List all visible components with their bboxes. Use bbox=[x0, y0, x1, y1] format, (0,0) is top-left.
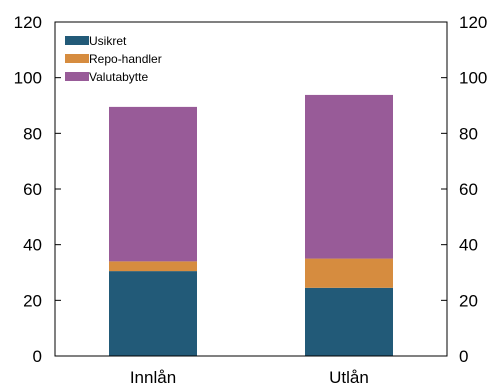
legend-swatch bbox=[65, 72, 89, 81]
left-tick-label: 0 bbox=[33, 347, 42, 366]
right-tick-label: 100 bbox=[459, 69, 487, 88]
left-tick-label: 20 bbox=[23, 291, 42, 310]
right-tick-label: 120 bbox=[459, 13, 487, 32]
left-tick-label: 120 bbox=[14, 13, 42, 32]
bar-usikret-innlan bbox=[109, 271, 197, 356]
right-tick-label: 40 bbox=[459, 236, 478, 255]
right-tick-label: 20 bbox=[459, 291, 478, 310]
bar-usikret-utlan bbox=[305, 287, 393, 356]
category-label: Utlån bbox=[329, 368, 369, 387]
left-tick-label: 100 bbox=[14, 69, 42, 88]
left-tick-label: 80 bbox=[23, 124, 42, 143]
bar-repo-handler-utlan bbox=[305, 258, 393, 288]
category-labels: Innlån Utlån bbox=[130, 368, 369, 387]
legend-label: Valutabytte bbox=[89, 70, 148, 84]
right-tick-label: 0 bbox=[459, 347, 468, 366]
category-label: Innlån bbox=[130, 368, 176, 387]
bar-repo-handler-innlan bbox=[109, 261, 197, 272]
legend-label: Usikret bbox=[89, 34, 127, 48]
legend: Usikret Repo-handler Valutabytte bbox=[65, 34, 162, 84]
left-tick-label: 40 bbox=[23, 236, 42, 255]
legend-label: Repo-handler bbox=[89, 52, 162, 66]
right-tick-label: 80 bbox=[459, 124, 478, 143]
bars-layer bbox=[109, 94, 393, 356]
bar-valutabytte-innlan bbox=[109, 106, 197, 262]
axis-ticks: 0 0 20 20 40 40 60 60 80 80 100 100 120 120 bbox=[14, 13, 488, 366]
left-tick-label: 60 bbox=[23, 180, 42, 199]
bar-valutabytte-utlan bbox=[305, 94, 393, 259]
legend-swatch bbox=[65, 36, 89, 45]
right-tick-label: 60 bbox=[459, 180, 478, 199]
legend-swatch bbox=[65, 54, 89, 63]
